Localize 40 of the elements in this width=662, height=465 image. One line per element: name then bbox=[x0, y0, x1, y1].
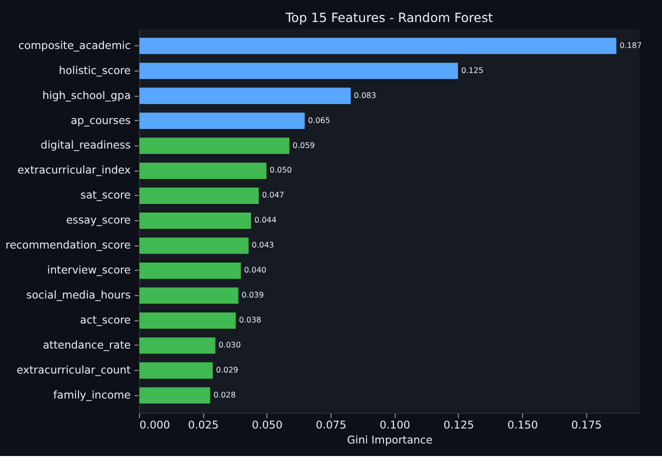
y-tick-label: composite_academic bbox=[18, 38, 131, 52]
data-label: 0.083 bbox=[354, 90, 376, 100]
data-label: 0.039 bbox=[242, 290, 264, 300]
data-label: 0.043 bbox=[252, 240, 274, 250]
x-axis-title: Gini Importance bbox=[346, 433, 433, 446]
x-tick-label: 0.050 bbox=[252, 418, 283, 432]
data-label: 0.065 bbox=[308, 116, 330, 125]
data-label: 0.028 bbox=[213, 390, 236, 400]
x-tick-label: 0.075 bbox=[316, 418, 346, 432]
x-tick-label: 0.000 bbox=[139, 418, 170, 432]
data-label: 0.050 bbox=[270, 166, 292, 175]
x-tick-label: 0.175 bbox=[571, 418, 602, 432]
data-label: 0.187 bbox=[620, 40, 642, 50]
x-tick-label: 0.125 bbox=[443, 418, 474, 432]
y-tick-label: high_school_gpa bbox=[42, 88, 131, 102]
y-tick-label: attendance_rate bbox=[42, 338, 131, 352]
y-tick-label: social_media_hours bbox=[26, 288, 132, 302]
y-tick-label: extracurricular_count bbox=[16, 363, 131, 376]
data-label: 0.059 bbox=[292, 140, 315, 150]
y-tick-label: holistic_score bbox=[58, 64, 131, 77]
x-tick-label: 0.025 bbox=[188, 418, 219, 432]
y-tick-label: sat_score bbox=[80, 188, 131, 202]
data-label: 0.125 bbox=[461, 66, 484, 75]
y-tick-label: essay_score bbox=[66, 214, 131, 227]
chart-title: Top 15 Features - Random Forest bbox=[284, 10, 494, 25]
data-label: 0.030 bbox=[218, 340, 241, 350]
y-tick-label: family_income bbox=[53, 388, 131, 402]
y-tick-label: extracurricular_index bbox=[18, 164, 131, 177]
x-tick-label: 0.100 bbox=[380, 418, 410, 432]
y-tick-label: act_score bbox=[80, 313, 131, 326]
y-tick-label: recommendation_score bbox=[6, 238, 131, 252]
y-tick-label: ap_courses bbox=[70, 114, 132, 127]
data-label: 0.029 bbox=[216, 365, 238, 374]
x-tick-label: 0.150 bbox=[507, 418, 538, 432]
data-label: 0.040 bbox=[244, 266, 266, 275]
data-label: 0.044 bbox=[254, 216, 277, 225]
y-tick-label: interview_score bbox=[47, 264, 131, 277]
data-label: 0.047 bbox=[262, 190, 284, 200]
data-label: 0.038 bbox=[238, 316, 262, 325]
y-tick-label: digital_readiness bbox=[40, 138, 132, 152]
